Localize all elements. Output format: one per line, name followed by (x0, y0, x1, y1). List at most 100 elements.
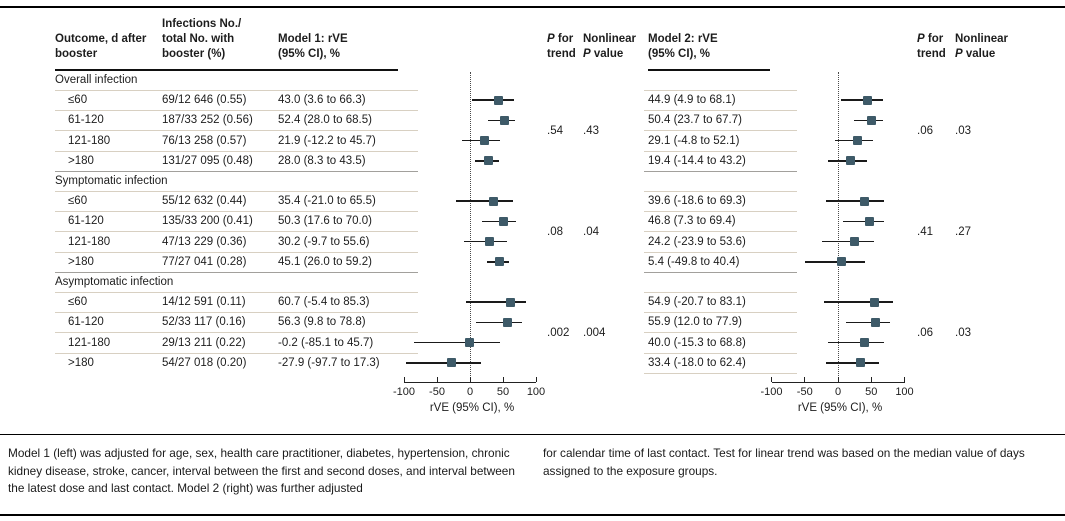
row-separator-model2 (644, 90, 797, 91)
ci-line (825, 200, 885, 202)
row-outcome: 61-120 (68, 114, 104, 127)
row-separator (55, 231, 418, 233)
row-separator (55, 251, 418, 253)
point-marker (852, 136, 862, 146)
row-separator-model2 (644, 231, 797, 233)
row-infections: 187/33 252 (0.56) (162, 114, 253, 127)
ci-line (405, 362, 482, 364)
x-axis (771, 382, 905, 384)
row-separator (55, 110, 418, 112)
row-separator-model2 (644, 352, 797, 354)
row-infections: 131/27 095 (0.48) (162, 154, 253, 167)
axis-tick (904, 377, 906, 382)
row-separator (55, 191, 418, 192)
axis-tick (771, 377, 773, 382)
model2-header-underline (648, 69, 770, 71)
point-marker (495, 257, 505, 267)
row-separator-model2 (644, 110, 797, 112)
column-header-p-trend-model2: P for trend (917, 33, 946, 60)
row-separator-model2 (644, 312, 797, 314)
row-separator (55, 170, 418, 172)
row-separator-model2 (644, 170, 797, 172)
row-infections: 135/33 200 (0.41) (162, 215, 253, 228)
axis-tick-label: 0 (466, 386, 474, 398)
axis-label: rVE (95% CI), % (429, 402, 515, 414)
axis-tick-label: 100 (526, 386, 546, 398)
row-separator-model2 (644, 251, 797, 253)
bottom-rule (0, 514, 1065, 516)
row-m2-estimate: 44.9 (4.9 to 68.1) (648, 94, 736, 107)
axis-tick (804, 377, 806, 382)
section-header: Symptomatic infection (55, 175, 168, 187)
row-m1-estimate: -27.9 (-97.7 to 17.3) (278, 356, 380, 369)
row-m1-estimate: -0.2 (-85.1 to 45.7) (278, 336, 374, 349)
point-marker (479, 136, 489, 146)
row-separator (55, 150, 418, 152)
zero-reference-line (470, 72, 471, 380)
point-marker (465, 338, 475, 348)
row-outcome: 61-120 (68, 316, 104, 329)
axis-tick (403, 377, 405, 382)
row-m2-estimate: 29.1 (-4.8 to 52.1) (648, 134, 740, 147)
row-outcome: >180 (68, 356, 94, 369)
axis-tick-label: 0 (834, 386, 842, 398)
point-marker (855, 358, 865, 368)
row-m2-estimate: 46.8 (7.3 to 69.4) (648, 215, 736, 228)
axis-tick-label: 50 (865, 386, 878, 398)
row-m2-estimate: 5.4 (-49.8 to 40.4) (648, 255, 740, 268)
ci-line (472, 99, 514, 101)
p-italic: P (917, 33, 925, 45)
row-infections: 54/27 018 (0.20) (162, 356, 247, 369)
row-separator-model2 (644, 191, 797, 192)
p-italic: P (583, 48, 591, 60)
point-marker (483, 156, 493, 166)
axis-tick-label: -100 (392, 386, 416, 398)
row-m2-estimate: 40.0 (-15.3 to 68.8) (648, 336, 746, 349)
p-trend-value-model2: .06 (917, 326, 933, 339)
table-header-underline (55, 69, 398, 71)
row-infections: 29/13 211 (0.22) (162, 336, 246, 349)
point-marker (870, 317, 880, 327)
nonlinear-p-value-model1: .004 (583, 326, 606, 339)
p-trend-value-model1: .002 (547, 326, 570, 339)
row-outcome: ≤60 (68, 195, 88, 208)
row-m1-estimate: 56.3 (9.8 to 78.8) (278, 316, 366, 329)
point-marker (860, 338, 870, 348)
point-marker (864, 216, 874, 226)
row-separator-model2 (644, 150, 797, 152)
row-m1-estimate: 28.0 (8.3 to 43.5) (278, 154, 366, 167)
column-header-model1: Model 1: rVE (95% CI), % (278, 33, 348, 60)
axis-label: rVE (95% CI), % (797, 402, 883, 414)
row-separator-model2 (644, 271, 797, 273)
row-outcome: ≤60 (68, 94, 88, 107)
row-outcome: 61-120 (68, 215, 104, 228)
p-trend-value-model1: .54 (547, 124, 563, 137)
nonlinear-p-value-model2: .03 (955, 326, 971, 339)
top-rule (0, 6, 1065, 8)
point-marker (488, 196, 498, 206)
row-m1-estimate: 30.2 (-9.7 to 55.6) (278, 235, 370, 248)
point-marker (493, 95, 503, 105)
p-trend-value-model2: .41 (917, 225, 933, 238)
column-header-nonlinear-model1: Nonlinear P value (583, 33, 637, 60)
footnote-divider-rule (0, 434, 1065, 435)
ci-line (476, 321, 522, 324)
row-infections: 76/13 258 (0.57) (162, 134, 247, 147)
row-separator (55, 271, 418, 273)
row-separator (55, 332, 418, 334)
nonlinear-p-value-model1: .04 (583, 225, 599, 238)
point-marker (505, 297, 515, 307)
row-separator (55, 352, 418, 354)
row-m2-estimate: 50.4 (23.7 to 67.7) (648, 114, 742, 127)
axis-tick (535, 377, 537, 382)
section-header: Overall infection (55, 74, 138, 86)
axis-tick (436, 377, 438, 382)
row-outcome: >180 (68, 255, 94, 268)
p-italic: P (955, 48, 963, 60)
zero-reference-line (838, 72, 839, 380)
row-infections: 55/12 632 (0.44) (162, 195, 247, 208)
axis-tick (469, 377, 471, 382)
ci-line (842, 220, 885, 223)
row-m2-estimate: 33.4 (-18.0 to 62.4) (648, 356, 746, 369)
footnote-left-column: Model 1 (left) was adjusted for age, sex… (8, 446, 515, 496)
